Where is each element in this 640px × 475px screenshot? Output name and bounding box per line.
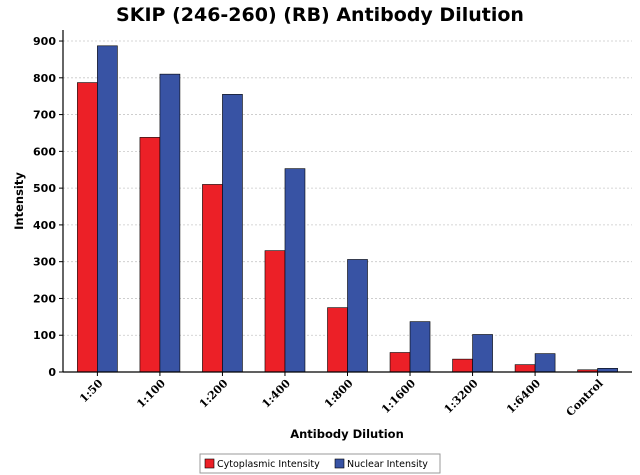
y-tick-label: 700 bbox=[33, 109, 56, 122]
legend-box bbox=[199, 453, 441, 474]
x-tick-label: 1:400 bbox=[259, 377, 293, 411]
y-tick-label: 400 bbox=[33, 219, 56, 232]
y-tick-label: 800 bbox=[33, 72, 56, 85]
bar-cytoplasmic bbox=[202, 184, 223, 373]
y-tick-label: 600 bbox=[33, 145, 56, 158]
bar-nuclear bbox=[347, 259, 368, 373]
bar-nuclear bbox=[472, 334, 493, 373]
x-axis-title: Antibody Dilution bbox=[290, 427, 404, 441]
bar-nuclear bbox=[284, 168, 306, 373]
x-tick-label: 1:200 bbox=[197, 377, 231, 411]
bar-nuclear bbox=[97, 45, 118, 373]
legend-label-nuclear: Nuclear Intensity bbox=[347, 459, 428, 470]
bar-cytoplasmic bbox=[77, 82, 98, 373]
x-tick-label: 1:100 bbox=[134, 377, 168, 411]
legend-swatch-nuclear bbox=[334, 458, 345, 469]
chart-title: SKIP (246-260) (RB) Antibody Dilution bbox=[116, 4, 524, 26]
x-axis-ticks: 1:50 1:100 1:200 1:400 1:800 1:1600 1:3200 1:64… bbox=[77, 372, 606, 419]
x-tick-label: 1:1600 bbox=[379, 377, 418, 416]
bar-nuclear bbox=[409, 321, 431, 373]
bar-cytoplasmic bbox=[327, 307, 348, 373]
y-tick-label: 100 bbox=[33, 329, 56, 342]
bar-cytoplasmic bbox=[389, 352, 411, 373]
bar-nuclear bbox=[222, 94, 243, 373]
bars bbox=[77, 45, 618, 373]
bar-nuclear bbox=[534, 353, 556, 373]
x-tick-label: 1:800 bbox=[322, 377, 356, 411]
x-tick-label: Control bbox=[564, 377, 606, 419]
bar-cytoplasmic bbox=[264, 250, 286, 373]
legend-label-cytoplasmic: Cytoplasmic Intensity bbox=[217, 459, 320, 470]
x-tick-label: 1:6400 bbox=[504, 377, 543, 416]
y-tick-label: 500 bbox=[33, 182, 56, 195]
bar-nuclear bbox=[159, 73, 181, 373]
bar-cytoplasmic bbox=[452, 358, 473, 373]
y-tick-label: 0 bbox=[48, 366, 56, 379]
x-tick-label: 1:50 bbox=[77, 377, 106, 406]
x-tick-label: 1:3200 bbox=[442, 377, 481, 416]
y-axis-ticks: 0 100 200 300 400 500 600 700 800 900 bbox=[33, 35, 63, 379]
y-tick-label: 900 bbox=[33, 35, 56, 48]
bar-cytoplasmic bbox=[514, 364, 536, 373]
y-axis-title: Intensity bbox=[12, 172, 26, 230]
y-tick-label: 300 bbox=[33, 256, 56, 269]
legend: Cytoplasmic Intensity Nuclear Intensity bbox=[199, 453, 441, 474]
bar-cytoplasmic bbox=[139, 137, 161, 373]
y-tick-label: 200 bbox=[33, 292, 56, 305]
legend-swatch-cytoplasmic bbox=[204, 458, 215, 469]
